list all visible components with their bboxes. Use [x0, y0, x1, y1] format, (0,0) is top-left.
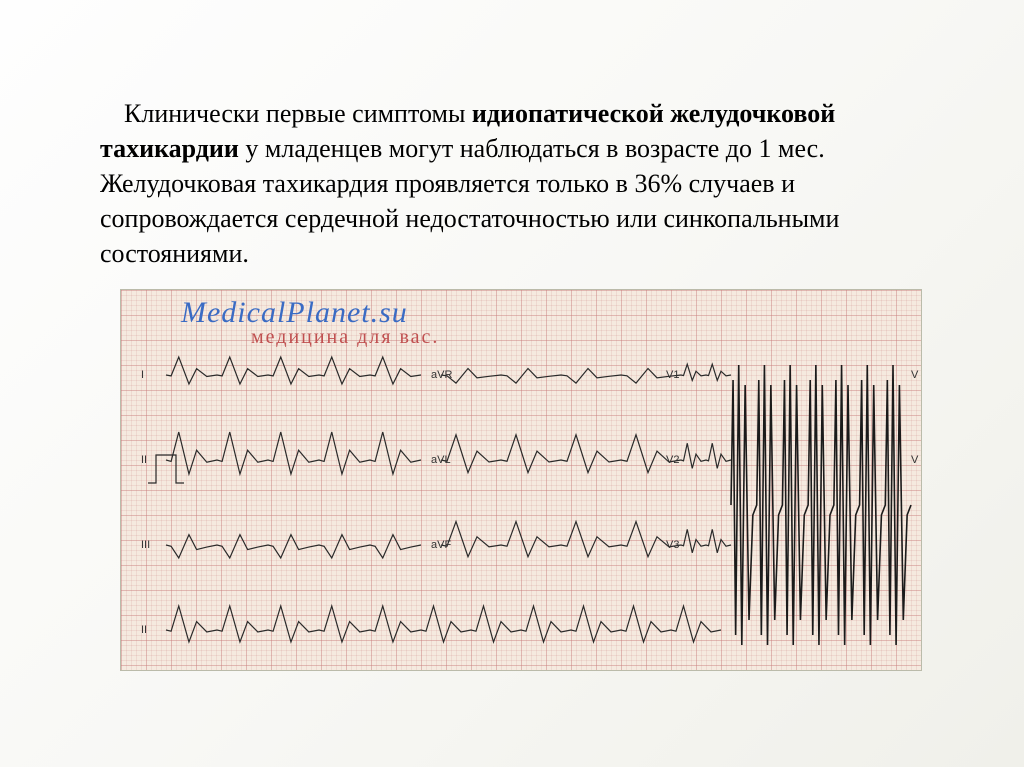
lead-label: aVL [431, 454, 451, 466]
lead-label: aVF [431, 539, 451, 551]
body-paragraph: Клинически первые симптомы идиопатическо… [100, 96, 944, 271]
ecg-svg [121, 290, 921, 670]
lead-label: aVR [431, 369, 452, 381]
para-pre: Клинически первые симптомы [124, 99, 472, 128]
ecg-figure: MedicalPlanet.su медицина для вас. IIIII… [120, 289, 922, 671]
lead-label: II [141, 454, 147, 466]
lead-label: V [911, 369, 918, 381]
lead-label: II [141, 624, 147, 636]
lead-label: V3 [666, 539, 679, 551]
lead-label: V [911, 454, 918, 466]
lead-label: V2 [666, 454, 679, 466]
lead-label: III [141, 539, 150, 551]
lead-label: V1 [666, 369, 679, 381]
lead-label: I [141, 369, 144, 381]
